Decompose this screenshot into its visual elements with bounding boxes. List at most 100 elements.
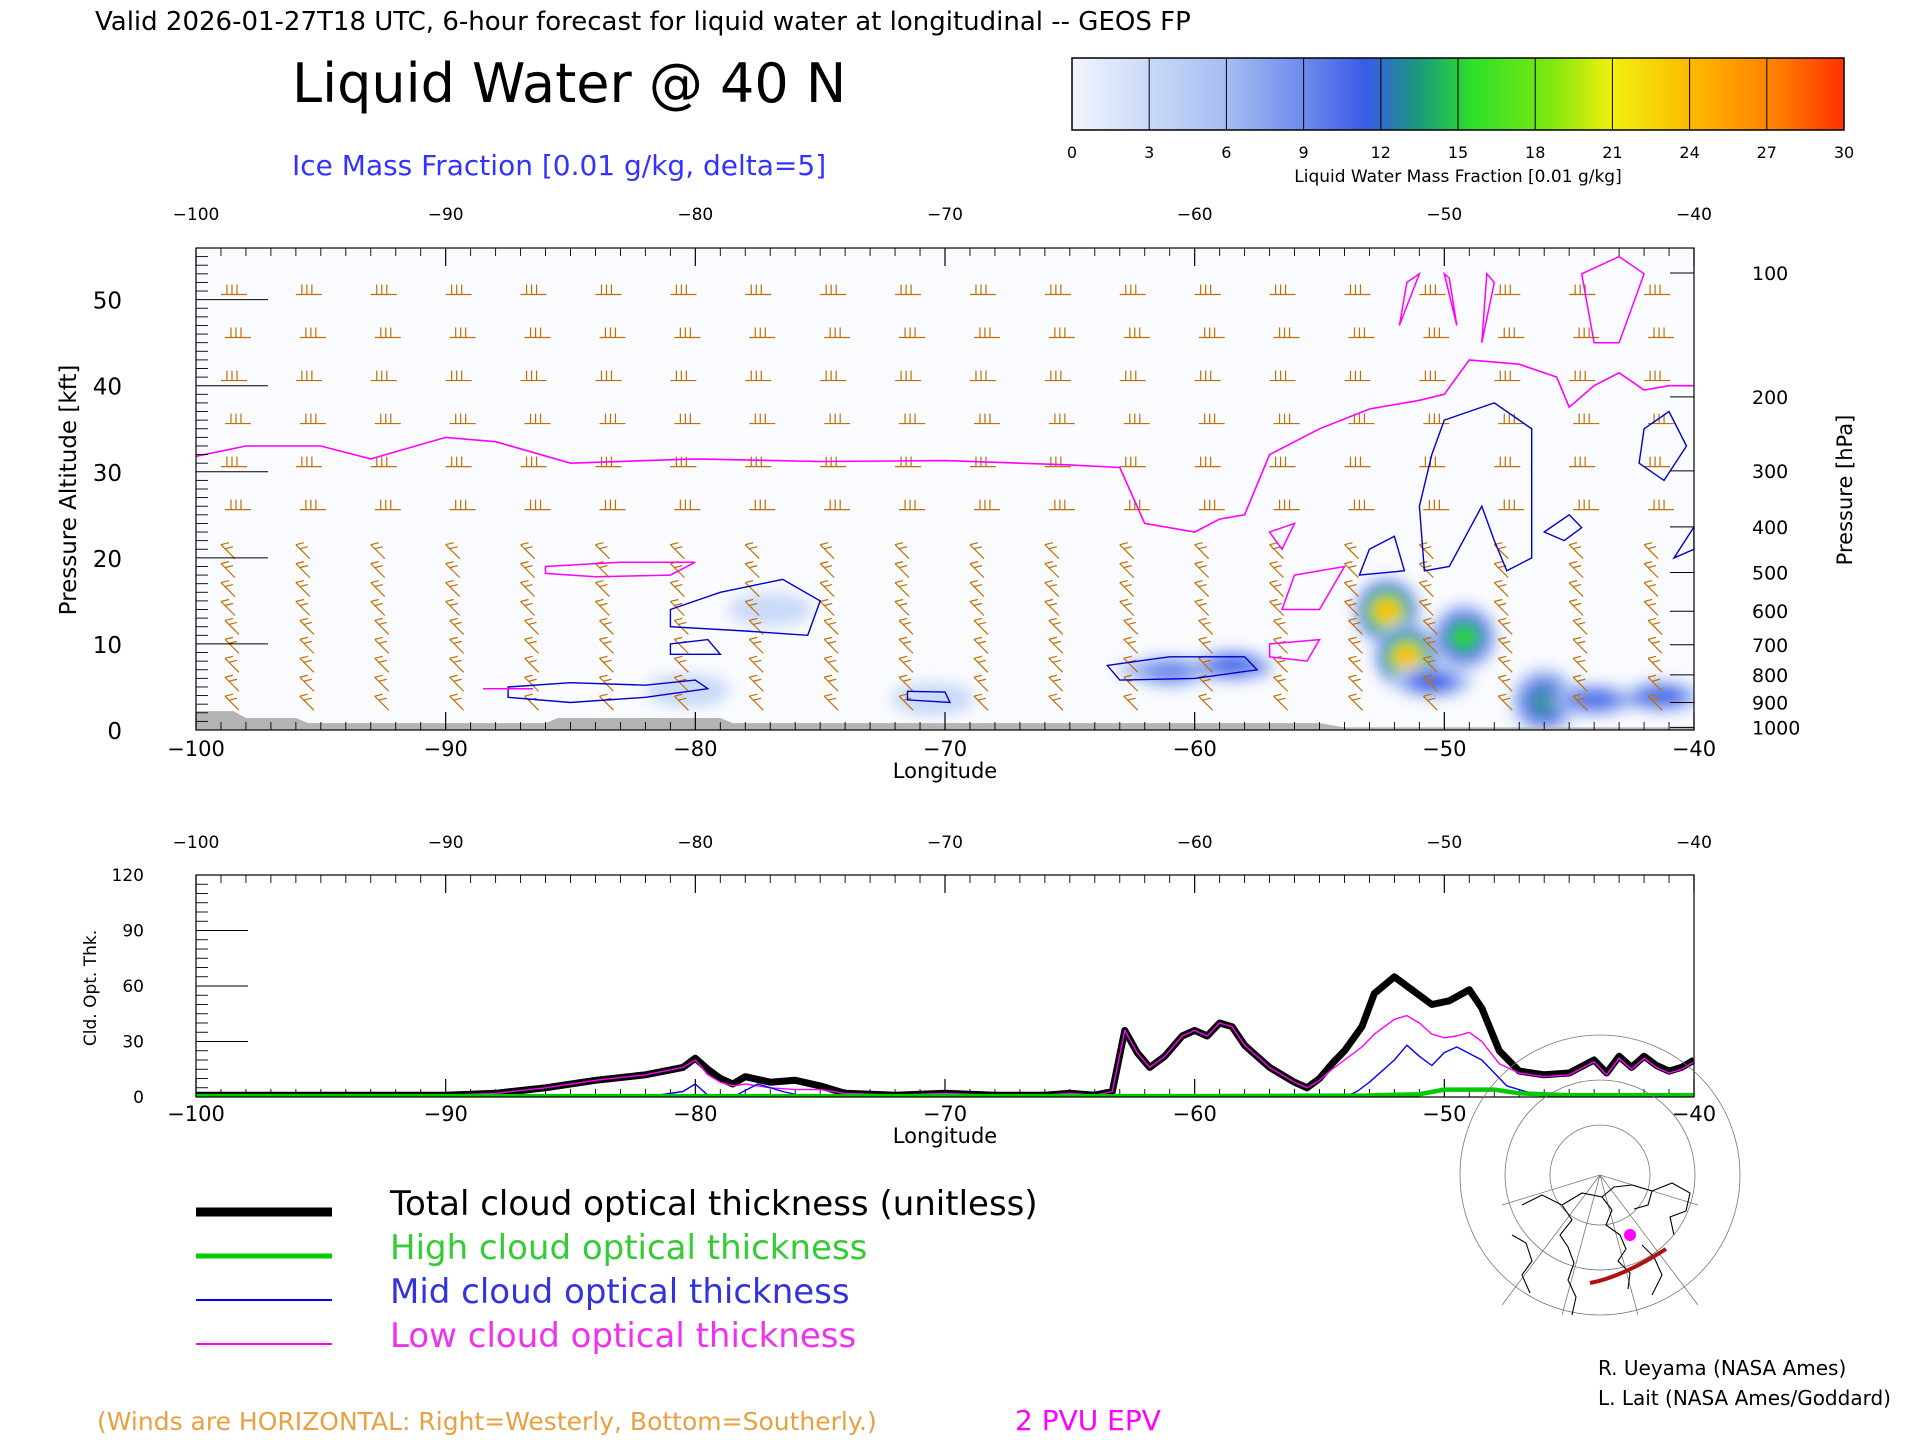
lower-y-tick-label: 60 (122, 977, 144, 997)
wind-barb (449, 499, 476, 511)
wind-barb (449, 617, 465, 635)
wind-barb (1119, 284, 1146, 296)
liquid-water-band (1119, 663, 1270, 676)
wind-barb (748, 655, 764, 673)
wind-barb (374, 655, 390, 673)
lower-x-tick-label: −50 (1422, 1102, 1466, 1126)
wind-barb (1348, 413, 1375, 425)
wind-barb (370, 284, 397, 296)
main-panel: −100 −100 −90 −90 −80 −80 −70 −70 −60 −60 −50 −50 −4… (56, 205, 1857, 783)
liquid-water-cell (1412, 672, 1452, 691)
wind-barb (220, 561, 236, 579)
main-ylabel-right: Pressure [hPa] (1833, 415, 1857, 566)
wind-barb (1423, 499, 1450, 511)
wind-barb (370, 542, 386, 560)
wind-barb (1119, 561, 1135, 579)
wind-barb (370, 561, 386, 579)
wind-barb (1348, 327, 1375, 339)
ice-contour (1672, 525, 1694, 560)
pv2-island (1580, 255, 1646, 344)
wind-barb (449, 693, 465, 711)
main-x-tick-label: −90 (424, 737, 468, 761)
wind-barb (449, 636, 465, 654)
wind-barb (1269, 284, 1296, 296)
colorbar-tick-label: 9 (1299, 143, 1309, 162)
wind-barb (1344, 561, 1359, 579)
wind-barb (1269, 598, 1284, 616)
wind-barb (1348, 617, 1363, 635)
wind-barb (1573, 413, 1600, 425)
wind-barb (823, 655, 839, 673)
wind-barb (1647, 617, 1663, 635)
wind-barb (520, 542, 535, 560)
wind-barb (520, 579, 535, 597)
wind-barb (824, 327, 851, 339)
wind-barb (1644, 370, 1671, 382)
wind-barb (520, 456, 547, 468)
wind-barb (1494, 284, 1521, 296)
pvu-label: 2 PVU EPV (1015, 1404, 1161, 1437)
pressure-tick-label: 200 (1752, 387, 1788, 409)
wind-barb (1119, 456, 1146, 468)
lower-x-top-tick-label: −50 (1426, 833, 1462, 853)
wind-barb (1348, 499, 1375, 511)
ice-contour (1638, 410, 1688, 482)
wind-barb (520, 370, 547, 382)
wind-barb (449, 327, 476, 339)
wind-barb (520, 561, 535, 579)
wind-barb (1568, 579, 1584, 597)
wind-barb (374, 674, 390, 692)
pressure-tick-label: 1000 (1752, 717, 1800, 739)
wind-barb (899, 327, 926, 339)
pv2-island (1443, 271, 1458, 326)
wind-barb (524, 636, 539, 654)
wind-barb (1273, 413, 1300, 425)
wind-barb (445, 579, 461, 597)
wind-barb (898, 655, 914, 673)
wind-barb (299, 655, 315, 673)
wind-barb (899, 413, 926, 425)
wind-barb (1498, 413, 1525, 425)
main-y-tick-label: 0 (107, 719, 122, 745)
wind-barb (1647, 693, 1663, 711)
wind-barb (295, 370, 322, 382)
wind-barb (1497, 674, 1513, 692)
wind-barb (670, 370, 697, 382)
wind-barb (1123, 413, 1150, 425)
wind-barb (898, 617, 914, 635)
main-x-top-tick-label: −70 (927, 205, 963, 225)
wind-barb (1643, 598, 1659, 616)
wind-barb (1643, 542, 1659, 560)
wind-barb (1198, 413, 1225, 425)
wind-barb (449, 413, 476, 425)
winds-note: (Winds are HORIZONTAL: Right=Westerly, B… (97, 1407, 877, 1436)
wind-barb (1194, 542, 1210, 560)
wind-barb (674, 413, 701, 425)
wind-barb (224, 655, 240, 673)
wind-barb (1344, 284, 1371, 296)
wind-barb (1648, 327, 1675, 339)
main-x-tick-label: −100 (167, 737, 225, 761)
wind-barb (969, 370, 996, 382)
wind-barb (1419, 370, 1446, 382)
wind-barb (1198, 636, 1214, 654)
wind-barb (1123, 327, 1150, 339)
wind-barb (1048, 617, 1064, 635)
wind-barb (1048, 655, 1064, 673)
wind-barb (1568, 561, 1584, 579)
wind-barb (749, 499, 776, 511)
series-line-high (196, 1087, 1694, 1097)
pv2-islands (483, 255, 1646, 690)
wind-barb (224, 499, 251, 511)
wind-barb (973, 499, 1000, 511)
lower-x-top-tick-label: −80 (677, 833, 713, 853)
valid-line: Valid 2026-01-27T18 UTC, 6-hour forecast… (95, 7, 1191, 37)
wind-barb (524, 674, 539, 692)
wind-barb (370, 598, 386, 616)
wind-barb (1044, 598, 1060, 616)
ice-contour (669, 578, 822, 637)
wind-barb (820, 370, 847, 382)
liquid-water-field (645, 576, 1694, 730)
legend-label-total: Total cloud optical thickness (unitless) (389, 1184, 1038, 1224)
wind-barb (898, 674, 914, 692)
